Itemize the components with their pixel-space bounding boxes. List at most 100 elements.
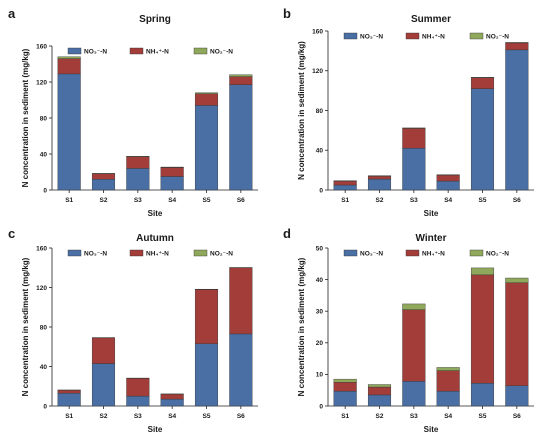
y-axis-label: N concentration in sediment (mg/kg): [297, 41, 306, 180]
bar-segment-ammonium: [436, 174, 460, 182]
bar-segment-ammonium: [57, 58, 81, 75]
x-tick-label: S6: [513, 413, 521, 420]
bar-segment-nitrate: [57, 392, 81, 407]
bar-segment-ammonium: [505, 42, 529, 51]
bar-segment-nitrate: [57, 73, 81, 191]
bar-segment-nitrite: [470, 267, 495, 276]
x-tick-label: S1: [65, 197, 73, 204]
y-tick-label: 50: [316, 245, 324, 252]
x-tick-label: S3: [410, 413, 418, 420]
bar-segment-nitrite: [333, 378, 357, 383]
bar-segment-ammonium: [505, 282, 529, 386]
bar-segment-nitrate: [126, 168, 150, 191]
legend-swatch-ammonium: [129, 249, 144, 257]
bar-segment-ammonium: [402, 309, 426, 382]
y-tick-label: 160: [36, 245, 47, 252]
y-tick-label: 10: [316, 372, 324, 379]
y-tick-label: 20: [316, 340, 324, 347]
panel-letter: b: [283, 6, 291, 21]
bar-segment-nitrate: [126, 395, 150, 407]
bar-segment-ammonium: [194, 289, 219, 344]
bar-segment-nitrate: [91, 178, 116, 191]
panel-title: Spring: [139, 14, 171, 25]
bar-segment-nitrate: [229, 333, 253, 407]
legend-label-nitrite: NO₂⁻-N: [486, 251, 509, 258]
panel-letter: a: [8, 6, 16, 21]
x-tick-label: S5: [479, 413, 487, 420]
bar-segment-ammonium: [126, 156, 150, 169]
legend-label-ammonium: NH₄⁺-N: [146, 251, 169, 258]
panel-letter: c: [8, 226, 15, 241]
bar-segment-ammonium: [229, 267, 253, 335]
x-tick-label: S6: [237, 413, 245, 420]
legend-swatch-nitrite: [469, 32, 484, 40]
bar-segment-ammonium: [91, 337, 116, 364]
x-tick-label: S4: [168, 413, 176, 420]
y-tick-label: 0: [319, 403, 323, 410]
x-tick-label: S2: [100, 413, 108, 420]
panel-title: Summer: [411, 14, 451, 25]
panel-b: b Summer 0 40 80 120 160 N concentration in sed…: [283, 6, 534, 218]
x-axis-label: Site: [148, 209, 163, 218]
bar-segment-ammonium: [436, 370, 460, 392]
x-tick-label: S5: [203, 413, 211, 420]
panel-title: Winter: [415, 233, 446, 244]
x-tick-label: S2: [376, 197, 384, 204]
bar-segment-nitrate: [160, 398, 184, 407]
y-tick-label: 0: [43, 187, 47, 194]
legend-label-nitrate: NO₃⁻-N: [360, 34, 383, 41]
x-tick-label: S6: [237, 197, 245, 204]
y-tick-label: 80: [316, 108, 324, 115]
y-axis-label: N concentration in sediment (mg/kg): [21, 48, 30, 187]
y-tick-label: 30: [316, 309, 324, 316]
bar-segment-nitrite: [402, 303, 426, 310]
y-tick-label: 160: [36, 43, 47, 50]
x-axis-label: Site: [148, 425, 163, 434]
legend-label-nitrite: NO₂⁻-N: [210, 49, 233, 56]
legend-label-nitrate: NO₃⁻-N: [84, 49, 107, 56]
x-tick-label: S4: [444, 413, 452, 420]
y-tick-label: 0: [43, 403, 47, 410]
bar-segment-ammonium: [402, 128, 426, 149]
bar-segment-ammonium: [333, 382, 357, 392]
panel-letter: d: [283, 226, 291, 241]
bar-segment-nitrate: [194, 105, 219, 191]
bar-segment-nitrate: [436, 390, 460, 407]
y-tick-label: 120: [36, 79, 47, 86]
y-tick-label: 80: [40, 324, 48, 331]
legend-label-nitrate: NO₃⁻-N: [360, 251, 383, 258]
bar-segment-ammonium: [160, 393, 184, 400]
x-tick-label: S4: [444, 197, 452, 204]
bar-segment-nitrate: [367, 394, 392, 407]
bar-segment-nitrate: [505, 385, 529, 407]
x-axis-label: Site: [424, 209, 439, 218]
y-tick-label: 40: [40, 151, 48, 158]
panel-a: a Spring 0 40 80 120 160 N concentration in sed…: [8, 6, 258, 218]
y-tick-label: 80: [40, 115, 48, 122]
bar-segment-nitrite: [367, 384, 392, 388]
legend-label-nitrate: NO₃⁻-N: [84, 251, 107, 258]
x-tick-label: S2: [376, 413, 384, 420]
bar-segment-ammonium: [160, 167, 184, 177]
y-tick-label: 120: [312, 68, 323, 75]
y-tick-label: 160: [312, 28, 323, 35]
bar-segment-ammonium: [470, 274, 495, 384]
bar-segment-ammonium: [229, 76, 253, 85]
bar-segment-nitrate: [436, 180, 460, 191]
bar-segment-nitrate: [402, 148, 426, 191]
x-tick-label: S3: [134, 413, 142, 420]
y-tick-label: 120: [36, 285, 47, 292]
bar-segment-nitrite: [57, 56, 81, 59]
x-tick-label: S1: [341, 197, 349, 204]
bar-segment-nitrite: [229, 74, 253, 77]
y-tick-label: 40: [316, 148, 324, 155]
bar-segment-nitrate: [194, 343, 219, 407]
bar-segment-nitrate: [229, 84, 253, 191]
bar-segment-ammonium: [367, 386, 392, 396]
legend-label-nitrite: NO₂⁻-N: [486, 34, 509, 41]
legend-label-ammonium: NH₄⁺-N: [422, 251, 445, 258]
bar-segment-ammonium: [91, 173, 116, 180]
legend-swatch-ammonium: [405, 249, 420, 257]
bar-segment-nitrate: [367, 178, 392, 191]
